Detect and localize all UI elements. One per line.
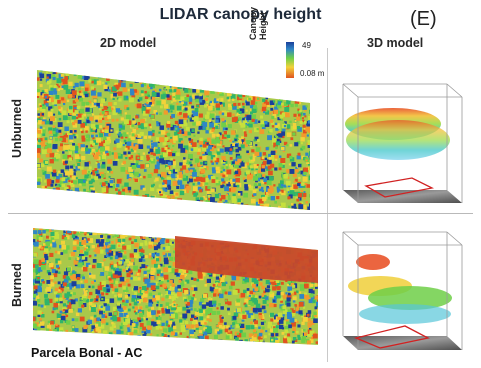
map-2d-unburned	[37, 70, 310, 210]
plot-outline-unburned	[364, 177, 435, 198]
panel-letter: (E)	[410, 8, 437, 30]
header-3d-model: 3D model	[367, 36, 424, 50]
horizontal-divider	[8, 213, 473, 214]
vertical-divider	[327, 48, 328, 362]
plot-outline-burned	[353, 325, 430, 349]
model-3d-unburned	[342, 83, 463, 203]
legend-colorbar	[286, 42, 294, 78]
legend-min-label: 0.08 m	[300, 69, 325, 78]
burn-scar-area	[175, 236, 318, 283]
model-3d-burned	[342, 231, 463, 350]
map-2d-burned	[33, 228, 318, 345]
footer-site-label: Parcela Bonal - AC	[31, 346, 143, 360]
header-2d-model: 2D model	[100, 36, 157, 50]
legend-max-label: 49	[302, 41, 311, 50]
figure-title: LIDAR canopy height	[159, 6, 322, 23]
